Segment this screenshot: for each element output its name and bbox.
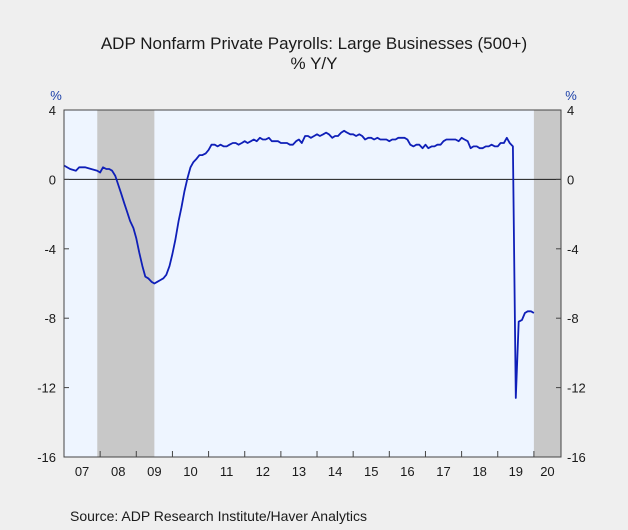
y-tick-label-right--16: -16 — [567, 450, 586, 465]
y-tick-label-left--16: -16 — [37, 450, 56, 465]
y-tick-label-left--4: -4 — [44, 242, 56, 257]
chart-subtitle: % Y/Y — [290, 54, 338, 73]
x-tick-label-16: 16 — [400, 464, 414, 479]
y-tick-label-right--4: -4 — [567, 242, 579, 257]
x-tick-label-12: 12 — [256, 464, 270, 479]
x-tick-label-18: 18 — [472, 464, 486, 479]
source-note: Source: ADP Research Institute/Haver Ana… — [70, 508, 367, 524]
y-tick-label-left-0: 0 — [49, 172, 56, 187]
x-axis: 07 08 09 10 11 12 13 14 15 16 17 18 19 20 — [75, 451, 555, 479]
y-tick-label-right--12: -12 — [567, 381, 586, 396]
x-tick-label-17: 17 — [436, 464, 450, 479]
y-axis-left: 4 0 -4 -8 -12 -16 — [37, 103, 69, 465]
recession-shading — [97, 110, 561, 457]
x-tick-label-14: 14 — [328, 464, 342, 479]
y-tick-label-left-4: 4 — [49, 103, 56, 118]
x-tick-label-13: 13 — [292, 464, 306, 479]
recession-band-0 — [97, 110, 155, 457]
y-tick-label-right-4: 4 — [567, 103, 574, 118]
x-tick-label-19: 19 — [509, 464, 523, 479]
series-line-0 — [63, 129, 535, 399]
x-tick-label-07: 07 — [75, 464, 89, 479]
x-tick-label-08: 08 — [111, 464, 125, 479]
y-tick-label-left--8: -8 — [44, 311, 56, 326]
recession-band-1 — [533, 110, 561, 457]
chart-title: ADP Nonfarm Private Payrolls: Large Busi… — [100, 34, 528, 53]
x-tick-label-09: 09 — [147, 464, 161, 479]
y-tick-label-right--8: -8 — [567, 311, 579, 326]
x-tick-label-11: 11 — [220, 464, 234, 479]
y-tick-label-right-0: 0 — [567, 172, 574, 187]
series-layer — [63, 129, 535, 399]
x-tick-label-15: 15 — [364, 464, 378, 479]
y-tick-label-left--12: -12 — [37, 381, 56, 396]
y-axis-right: 4 0 -4 -8 -12 -16 — [556, 103, 586, 465]
x-tick-label-10: 10 — [183, 464, 197, 479]
y-unit-right: % — [565, 88, 577, 103]
y-unit-left: % — [50, 88, 62, 103]
plot-border — [63, 109, 562, 458]
x-tick-label-20: 20 — [540, 464, 554, 479]
